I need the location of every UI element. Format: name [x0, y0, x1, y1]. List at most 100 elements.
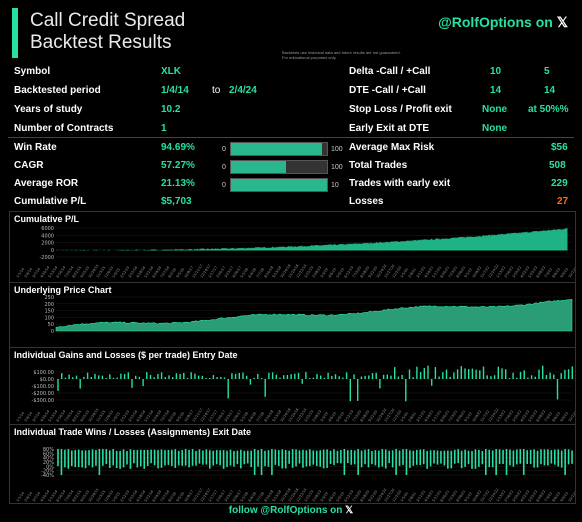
x-axis-tick: 12/2/20: [392, 266, 403, 279]
x-axis-tick: 8/10/18: [264, 266, 275, 279]
x-axis-tick: 1/17/17: [208, 266, 219, 279]
x-axis-tick: 1/1/14: [16, 267, 26, 278]
x-axis-tick: 5/21/16: [144, 410, 155, 423]
footer-x-logo-icon: 𝕏: [345, 505, 354, 516]
x-axis-tick: 6/16/14: [56, 410, 67, 423]
stop-label: Stop Loss / Profit exit: [349, 104, 452, 115]
x-axis-tick: 6/24/16: [152, 490, 163, 503]
axis-tick-label: 0%: [46, 464, 54, 470]
x-axis-tick: 2/20/17: [216, 490, 227, 503]
x-axis-tick: 12/6/15: [104, 410, 115, 423]
x-axis-tick: 11/3/15: [96, 490, 107, 503]
gauge-ror-fill: [231, 179, 327, 191]
x-axis-tick: 6/12/19: [344, 410, 355, 423]
disclaimer-line-2: For educational purposes only.: [282, 55, 337, 60]
ror-value: 21.13%: [161, 178, 195, 189]
x-axis-tick: 4/14/21: [424, 266, 435, 279]
disclaimer-line-1: Backtests use historical data and future…: [282, 50, 401, 55]
dte-short-value: 14: [490, 85, 502, 96]
x-axis-tick: 2/4/14: [24, 411, 34, 422]
cumpl-label: Cumulative P/L: [14, 196, 87, 207]
x-axis-tick: 12/6/15: [104, 490, 115, 503]
x-axis-tick: 11/3/15: [96, 266, 107, 279]
x-axis-tick: 12/2/20: [392, 410, 403, 423]
x-axis-tick: 7/27/16: [160, 410, 171, 423]
x-axis-tick: 10/4/22: [472, 266, 483, 279]
gauge-cagr: [230, 160, 328, 174]
gauge-cagr-fill: [231, 161, 286, 173]
axis-tick-label: -$200.00: [32, 391, 54, 397]
x-axis-tick: 1/25/19: [304, 410, 315, 423]
footer-follow[interactable]: follow @RolfOptions on 𝕏: [0, 505, 582, 516]
x-axis-tick: 10/8/17: [184, 410, 195, 423]
x-axis-tick: 8/10/18: [264, 410, 275, 423]
gains-panel: Individual Gains and Losses ($ per trade…: [9, 347, 576, 425]
x-axis-tick: 5/13/14: [48, 490, 59, 503]
x-axis-tick: 4/26/17: [232, 490, 243, 503]
x-axis-tick: 11/7/22: [480, 410, 491, 423]
x-axis-tick: 2/8/21: [408, 491, 418, 502]
gauge-winrate-max: 100: [331, 146, 343, 153]
x-axis-tick: 5/17/21: [432, 410, 443, 423]
x-axis-tick: 5/9/19: [336, 491, 346, 502]
x-axis-tick: 3/11/21: [416, 410, 427, 423]
dte-long-value: 14: [544, 85, 556, 96]
axis-tick-label: 250: [44, 295, 54, 301]
contracts-value: 1: [161, 123, 167, 134]
x-axis-tick: 5/1/18: [240, 267, 250, 278]
section-divider: [8, 137, 574, 138]
x-axis-tick: 8/22/15: [72, 266, 83, 279]
x-axis-tick: 5/25/23: [528, 490, 539, 503]
x-axis-tick: 1/9/15: [112, 267, 122, 278]
x-axis-tick: 2/20/17: [216, 410, 227, 423]
footer-text: follow @RolfOptions on: [228, 505, 343, 516]
x-axis-tick: 6/16/14: [56, 266, 67, 279]
x-axis-tick: 3/11/21: [416, 490, 427, 503]
x-axis-tick: 5/1/18: [240, 411, 250, 422]
x-axis-tick: 7/19/14: [64, 410, 75, 423]
axis-tick-label: $0.00: [40, 377, 54, 383]
x-axis-tick: 10/8/17: [184, 266, 195, 279]
disclaimer: Backtests use historical data and future…: [282, 50, 401, 60]
losses-label: Losses: [349, 196, 384, 207]
x-axis-tick: 9/21/20: [368, 490, 379, 503]
title-line-1: Call Credit Spread: [30, 10, 186, 31]
x-axis-tick: 4/14/21: [424, 410, 435, 423]
years-label: Years of study: [14, 104, 83, 115]
x-axis-tick: 7/7/18: [256, 267, 266, 278]
x-axis-tick: 8/22/15: [72, 410, 83, 423]
x-axis-tick: 2/28/19: [312, 490, 323, 503]
gauge-winrate-fill: [231, 143, 322, 155]
x-axis-tick: 4/10/14: [40, 266, 51, 279]
contracts-label: Number of Contracts: [14, 123, 114, 134]
x-axis-tick: 6/4/18: [248, 491, 258, 502]
x-axis-tick: 9/1/22: [464, 267, 474, 278]
x-axis-tick: 8/26/21: [456, 490, 467, 503]
axis-tick-label: 40%: [43, 456, 54, 462]
x-axis-tick: 9/9/23: [560, 267, 570, 278]
x-axis-tick: 6/4/18: [248, 267, 258, 278]
period-to: to: [212, 85, 221, 96]
x-axis-tick: 6/24/16: [152, 266, 163, 279]
axis-tick-label: 50: [48, 322, 54, 328]
x-axis-tick: 1/5/20: [400, 491, 410, 502]
x-axis-tick: 3/19/22: [512, 490, 523, 503]
cumpl-value: $5,703: [161, 196, 192, 207]
x-axis-tick: 8/2/16: [168, 411, 178, 422]
x-axis-tick: 6/28/23: [536, 490, 547, 503]
x-axis-tick: 7/23/21: [448, 410, 459, 423]
header-handle[interactable]: @RolfOptions on 𝕏: [438, 14, 568, 31]
x-axis-tick: 5/17/21: [432, 266, 443, 279]
x-axis-tick: 1/25/19: [304, 490, 315, 503]
x-axis-tick: 5/17/21: [432, 490, 443, 503]
x-axis-tick: 3/23/17: [224, 490, 235, 503]
wins-title: Individual Trade Wins / Losses (Assignme…: [14, 427, 251, 437]
x-axis-tick: 1/1/14: [16, 411, 26, 422]
x-axis-tick: 6/20/21: [440, 410, 451, 423]
x-axis-tick: 8/10/18: [264, 490, 275, 503]
x-axis-tick: 4/14/21: [424, 490, 435, 503]
x-axis-tick: 4/6/19: [328, 411, 338, 422]
handle-text: @RolfOptions on: [438, 14, 553, 30]
gauge-cagr-max: 100: [331, 164, 343, 171]
trades-value: 508: [549, 160, 566, 171]
